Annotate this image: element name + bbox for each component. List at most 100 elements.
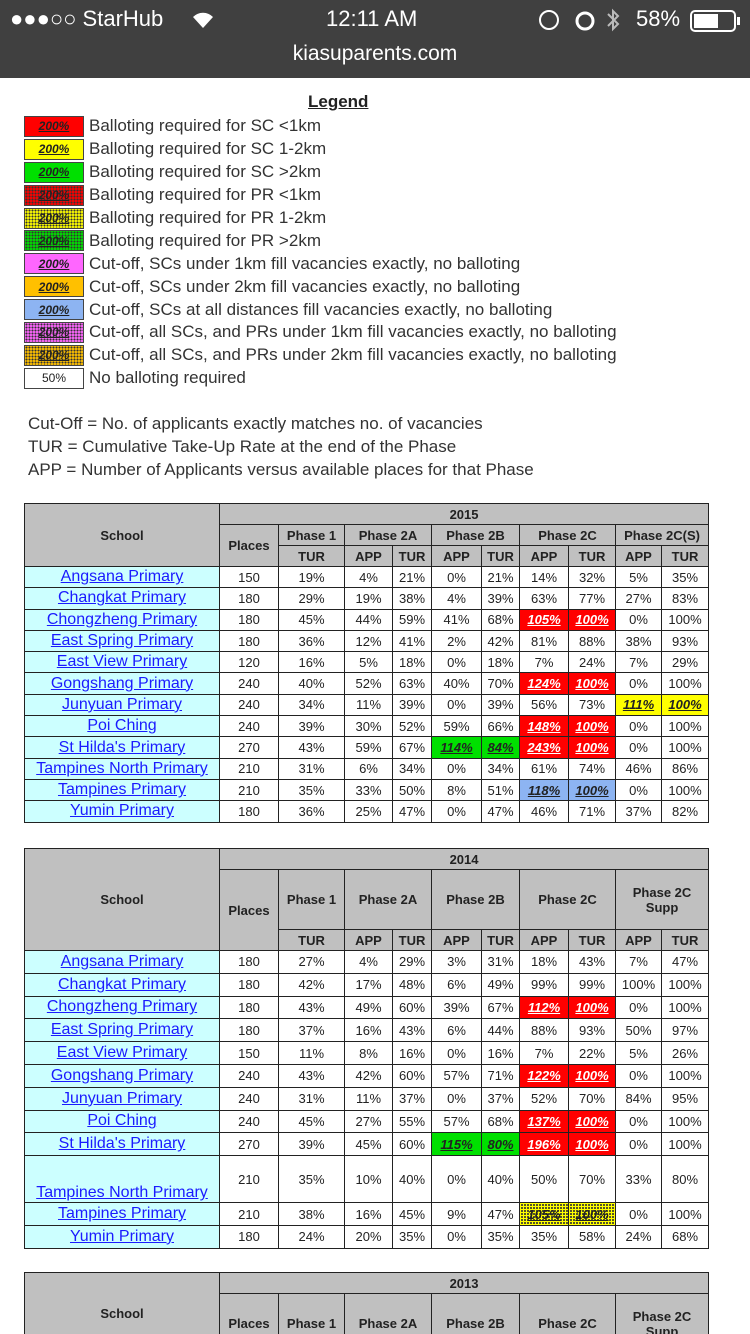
school-name[interactable]: Poi Ching [24, 715, 220, 738]
cell: 5% [615, 565, 662, 589]
legend-item: 200% Balloting required for PR >2km [24, 229, 617, 252]
cell: 43% [568, 950, 616, 974]
places-header: Places [219, 524, 279, 567]
school-name[interactable]: Chongzheng Primary [24, 608, 220, 631]
cell: 34% [392, 757, 432, 780]
school-name[interactable]: Yumin Primary [24, 1224, 220, 1249]
cell: 41% [431, 608, 482, 631]
school-name[interactable]: St Hilda's Primary [24, 736, 220, 759]
cell: 16% [344, 1202, 393, 1226]
legend-text: Balloting required for PR <1km [89, 185, 321, 205]
cell: 0% [431, 1155, 482, 1204]
legend-text: Balloting required for PR >2km [89, 230, 321, 250]
cell: 50% [392, 778, 432, 802]
school-name[interactable]: East Spring Primary [24, 1018, 220, 1043]
phase-header: Phase 2A [344, 869, 432, 930]
cell: 7% [519, 1041, 569, 1065]
cell: 35% [278, 1155, 345, 1204]
cell: 93% [568, 1018, 616, 1043]
cell: 25% [344, 800, 393, 823]
legend-item: 200% Cut-off, SCs under 2km fill vacancie… [24, 275, 617, 298]
cell: 71% [568, 800, 616, 823]
table-wrap: School 2014 Places Phase 1 Phase 2A Phase 2B P… [24, 848, 710, 1249]
cell: 0% [615, 1063, 662, 1088]
cell: 70% [568, 1086, 616, 1111]
cell: 240 [219, 1109, 279, 1134]
cell: 180 [219, 608, 279, 631]
school-name[interactable]: East View Primary [24, 651, 220, 674]
table-wrap: School 2015 Places Phase 1 Phase 2A Phase 2B P… [24, 503, 710, 823]
highlight-cell: 243% [519, 736, 569, 759]
school-name[interactable]: Changkat Primary [24, 972, 220, 997]
url[interactable]: kiasuparents.com [292, 42, 458, 65]
cell: 21% [481, 565, 520, 589]
cell: 6% [431, 972, 482, 997]
school-name[interactable]: Yumin Primary [24, 800, 220, 823]
highlight-cell: 114% [431, 736, 482, 759]
header-row: TUR APP TUR APP TUR APP TUR APP TUR [25, 929, 710, 951]
cell: 74% [568, 757, 616, 780]
school-row: Angsana Primary 180 27% 4% 29% 3% 31% 18% 43% 7% 4… [24, 950, 710, 974]
school-header: School [24, 1272, 220, 1334]
cell: 48% [392, 972, 432, 997]
cell: 2% [431, 629, 482, 653]
school-name[interactable]: Angsana Primary [24, 950, 220, 974]
legend-text: No balloting required [89, 368, 246, 388]
highlight-cell: 112% [519, 995, 569, 1020]
school-name[interactable]: Tampines North Primary [24, 1155, 220, 1204]
cell: 18% [392, 651, 432, 674]
note: TUR = Cumulative Take-Up Rate at the end… [28, 437, 457, 456]
legend-swatch: 200% [24, 184, 84, 206]
school-name[interactable]: Angsana Primary [24, 565, 220, 589]
legend: 200% Balloting required for SC <1km 200% Ba… [24, 115, 617, 390]
school-name[interactable]: Poi Ching [24, 1109, 220, 1134]
cell: 35% [519, 1224, 569, 1249]
school-name[interactable]: Gongshang Primary [24, 1063, 220, 1088]
cell: 38% [615, 629, 662, 653]
sub-header: TUR [660, 545, 710, 567]
school-name[interactable]: St Hilda's Primary [24, 1132, 220, 1157]
cell: 43% [278, 995, 345, 1020]
header-row: School 2015 [24, 503, 710, 567]
school-name[interactable]: Junyuan Primary [24, 1086, 220, 1111]
cell: 0% [431, 651, 482, 674]
school-row: Gongshang Primary 240 43% 42% 60% 57% 71% 122% 1… [24, 1063, 710, 1088]
phase-header: Phase 2B [431, 524, 520, 546]
cell: 6% [431, 1018, 482, 1043]
school-row: East Spring Primary 180 37% 16% 43% 6% 44% 88% 9… [24, 1018, 710, 1043]
cell: 240 [219, 1063, 279, 1088]
sub-header: TUR [481, 545, 520, 567]
cell: 180 [219, 629, 279, 653]
note: Cut-Off = No. of applicants exactly matc… [28, 414, 483, 433]
school-name[interactable]: Gongshang Primary [24, 672, 220, 695]
school-name[interactable]: Tampines Primary [24, 778, 220, 802]
school-name[interactable]: East Spring Primary [24, 629, 220, 653]
cell: 17% [344, 972, 393, 997]
cell: 22% [568, 1041, 616, 1065]
school-name[interactable]: Tampines Primary [24, 1202, 220, 1226]
cell: 4% [344, 565, 393, 589]
legend-item: 200% Balloting required for SC <1km [24, 115, 617, 138]
phase-header: Phase 1 [278, 1293, 345, 1334]
cell: 240 [219, 1086, 279, 1111]
school-name[interactable]: Changkat Primary [24, 587, 220, 610]
sub-header: TUR [481, 929, 520, 951]
highlight-cell: 111% [615, 693, 662, 717]
school-name[interactable]: East View Primary [24, 1041, 220, 1065]
cell: 35% [278, 778, 345, 802]
cell: 40% [392, 1155, 432, 1204]
school-row: Tampines Primary 210 35% 33% 50% 8% 51% 118% 100… [24, 778, 710, 802]
legend-item: 200% Cut-off, all SCs, and PRs under 2km … [24, 344, 617, 367]
school-name[interactable]: Junyuan Primary [24, 693, 220, 717]
cell: 240 [219, 715, 279, 738]
phase-header: Phase 2A [344, 524, 432, 546]
phase-header: Phase 2C [519, 524, 616, 546]
cell: 180 [219, 587, 279, 610]
school-row: Junyuan Primary 240 34% 11% 39% 0% 39% 56% 73% 11… [24, 693, 710, 717]
cell: 31% [278, 757, 345, 780]
school-name[interactable]: Tampines North Primary [24, 757, 220, 780]
school-name[interactable]: Chongzheng Primary [24, 995, 220, 1020]
highlight-cell: 100% [568, 995, 616, 1020]
cell: 41% [392, 629, 432, 653]
